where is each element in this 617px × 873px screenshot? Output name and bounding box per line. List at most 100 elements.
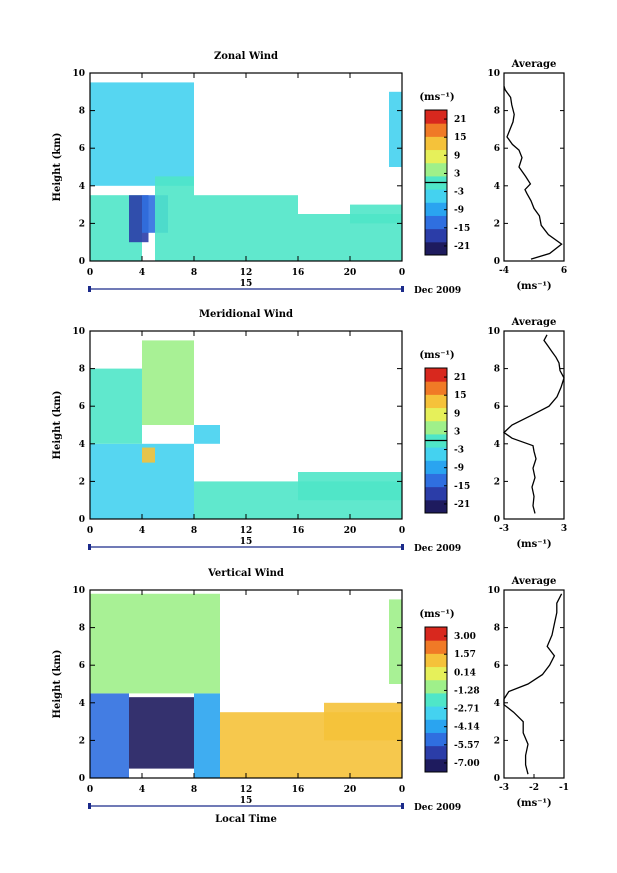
- profile-x-label: (ms⁻¹): [516, 798, 551, 809]
- colorbar-tick-label: -5.57: [454, 741, 480, 751]
- colorbar-swatch: [425, 692, 447, 707]
- colorbar-swatch: [425, 241, 447, 256]
- colorbar-swatch: [425, 473, 447, 488]
- colorbar-tick-label: -3: [454, 188, 464, 198]
- colorbar-swatch: [425, 679, 447, 694]
- heatmap-cell: [194, 195, 298, 261]
- colorbar-swatch: [425, 486, 447, 501]
- profile-title: Average: [511, 59, 557, 70]
- date-axis-cap: [401, 803, 404, 809]
- profile-y-tick-label: 0: [494, 774, 500, 784]
- x-tick-label: 0: [87, 526, 93, 536]
- profile-x-tick-label: 3: [561, 524, 567, 534]
- profile-x-tick-label: 6: [561, 266, 567, 276]
- x-tick-label: 12: [240, 268, 253, 278]
- profile-title: Average: [511, 576, 557, 587]
- heatmap-cells: [90, 82, 402, 261]
- y-tick-label: 0: [79, 774, 85, 784]
- colorbar-swatch: [425, 758, 447, 773]
- date-axis-cap: [401, 286, 404, 292]
- profile-line: [503, 85, 563, 260]
- y-axis-label: Height (km): [52, 133, 63, 202]
- colorbar-tick-label: -2.71: [454, 705, 480, 715]
- heatmap-cell: [350, 204, 402, 224]
- y-axis-label: Height (km): [52, 650, 63, 719]
- heatmap-cell: [90, 693, 129, 778]
- date-label: Dec 2009: [414, 803, 461, 813]
- profile-y-tick-label: 2: [494, 219, 500, 229]
- colorbar-tick-label: 21: [454, 373, 467, 383]
- profile-y-tick-label: 8: [494, 365, 500, 375]
- colorbar-swatch: [425, 110, 447, 124]
- heatmap-cell: [194, 693, 220, 778]
- profile-y-tick-label: 0: [494, 515, 500, 525]
- date-tick-label: 15: [240, 796, 253, 806]
- y-axis-label: Height (km): [52, 391, 63, 460]
- profile-y-tick-label: 6: [494, 402, 500, 412]
- colorbar-swatch: [425, 627, 447, 641]
- heatmap-cell: [324, 702, 402, 741]
- colorbar-swatch: [425, 407, 447, 422]
- heatmap-cell: [129, 697, 194, 769]
- colorbar-swatch: [425, 420, 447, 435]
- profile-y-tick-label: 4: [494, 440, 500, 450]
- colorbar-swatch: [425, 653, 447, 668]
- profile-line: [502, 334, 565, 514]
- colorbar-tick-label: -21: [454, 500, 470, 510]
- date-label: Dec 2009: [414, 286, 461, 296]
- panel-title: Vertical Wind: [207, 568, 284, 579]
- profile-line: [503, 593, 563, 775]
- y-tick-label: 8: [79, 624, 85, 634]
- profile-y-tick-label: 4: [494, 182, 500, 192]
- colorbar-swatch: [425, 499, 447, 514]
- colorbar-tick-label: 3: [454, 169, 460, 179]
- y-tick-label: 2: [79, 736, 85, 746]
- x-tick-label: 4: [139, 526, 145, 536]
- colorbar-tick-label: -4.14: [454, 723, 480, 733]
- y-tick-label: 0: [79, 257, 85, 267]
- x-tick-label: 4: [139, 268, 145, 278]
- x-tick-label: 0: [399, 785, 405, 795]
- x-tick-label: 8: [191, 785, 197, 795]
- colorbar-swatch: [425, 123, 447, 137]
- y-tick-label: 4: [79, 699, 85, 709]
- colorbar-swatch: [425, 136, 447, 151]
- colorbar-swatch: [425, 202, 447, 216]
- colorbar-swatch: [425, 228, 447, 243]
- heatmap-cell: [389, 599, 402, 684]
- profile-x-label: (ms⁻¹): [516, 539, 551, 550]
- x-tick-label: 12: [240, 526, 253, 536]
- y-tick-label: 2: [79, 219, 85, 229]
- profile-frame: [503, 330, 565, 520]
- colorbar-swatch: [425, 394, 447, 409]
- profile-y-tick-label: 6: [494, 144, 500, 154]
- x-tick-label: 8: [191, 268, 197, 278]
- colorbar-tick-label: 15: [454, 133, 467, 143]
- heatmap-cells: [90, 593, 402, 778]
- y-tick-label: 6: [79, 144, 85, 154]
- x-axis-label: Local Time: [215, 814, 277, 825]
- colorbar-tick-label: -9: [454, 464, 464, 474]
- colorbar-swatch: [425, 189, 447, 203]
- colorbar-swatch: [425, 719, 447, 733]
- colorbar-swatch: [425, 640, 447, 654]
- colorbar-tick-label: -9: [454, 206, 464, 216]
- x-tick-label: 4: [139, 785, 145, 795]
- y-tick-label: 2: [79, 477, 85, 487]
- colorbar-unit: (ms⁻¹): [419, 609, 454, 620]
- date-tick-label: 15: [240, 279, 253, 289]
- colorbar-swatch: [425, 215, 447, 230]
- colorbar-swatch: [425, 460, 447, 474]
- heatmap-cell: [90, 82, 194, 186]
- date-axis-cap: [88, 544, 91, 550]
- profile-x-tick-label: -2: [529, 783, 539, 793]
- colorbar-swatch: [425, 732, 447, 747]
- x-tick-label: 20: [344, 785, 357, 795]
- colorbar-tick-label: -1.28: [454, 686, 480, 696]
- x-tick-label: 0: [87, 268, 93, 278]
- profile-y-tick-label: 8: [494, 624, 500, 634]
- y-tick-label: 6: [79, 661, 85, 671]
- profile-y-tick-label: 4: [494, 699, 500, 709]
- colorbar-tick-label: -3: [454, 446, 464, 456]
- profile-y-tick-label: 6: [494, 661, 500, 671]
